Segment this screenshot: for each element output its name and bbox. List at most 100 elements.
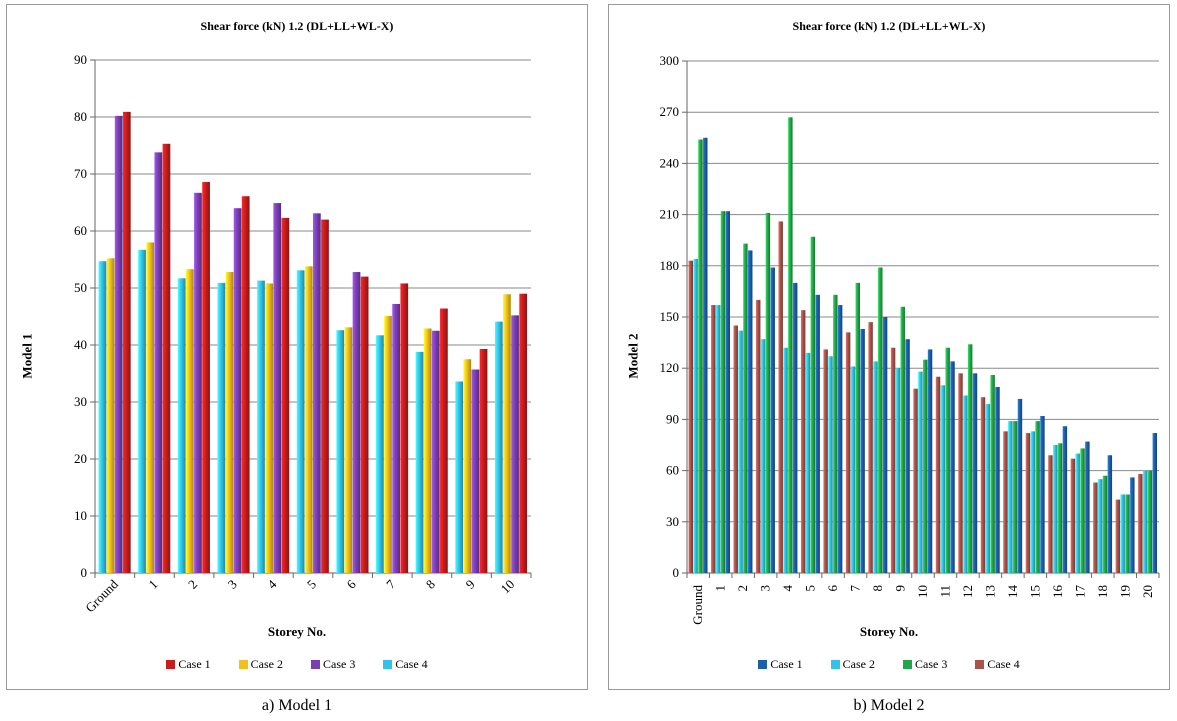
y-tick-label: 90 bbox=[666, 411, 679, 426]
bar-case-2 bbox=[265, 283, 273, 573]
bar-case-1 bbox=[1107, 455, 1113, 573]
bar-case-3 bbox=[233, 208, 242, 573]
x-tick-label: 10 bbox=[498, 577, 518, 597]
x-tick-label: 20 bbox=[1140, 585, 1155, 598]
bar-case-1 bbox=[882, 317, 888, 573]
x-tick-label: 7 bbox=[848, 585, 863, 592]
bar-case-3 bbox=[352, 272, 361, 573]
bar-case-3 bbox=[1035, 421, 1040, 573]
bar-case-1 bbox=[1130, 477, 1135, 573]
legend-item-case-3: Case 3 bbox=[903, 657, 947, 672]
bar-case-3 bbox=[313, 213, 321, 573]
legend-swatch bbox=[830, 660, 840, 669]
bar-case-2 bbox=[185, 269, 194, 573]
legend-item-case-2: Case 2 bbox=[830, 657, 875, 672]
bar-case-2 bbox=[760, 339, 766, 573]
y-tick-label: 90 bbox=[74, 52, 87, 67]
bar-case-2 bbox=[423, 328, 432, 573]
bar-case-1 bbox=[972, 373, 978, 573]
legend-item-case-2: Case 2 bbox=[238, 657, 283, 672]
legend-swatch bbox=[311, 660, 320, 669]
x-tick-label: 3 bbox=[758, 585, 773, 592]
bar-case-3 bbox=[194, 192, 202, 573]
bar-case-4 bbox=[1138, 474, 1143, 573]
y-tick-label: 40 bbox=[74, 337, 87, 352]
x-tick-label: 10 bbox=[915, 585, 930, 598]
bar-case-3 bbox=[765, 212, 771, 574]
bar-case-4 bbox=[913, 388, 918, 573]
y-tick-label: 0 bbox=[81, 565, 88, 580]
bar-case-2 bbox=[918, 371, 923, 573]
bar-case-3 bbox=[990, 375, 995, 573]
x-tick-label: 17 bbox=[1072, 585, 1087, 599]
bar-case-1 bbox=[950, 361, 955, 573]
x-tick-label: 1 bbox=[713, 585, 728, 592]
chart-panel-model-1: Shear force (kN) 1.2 (DL+LL+WL-X) 0 10 20 3… bbox=[6, 4, 588, 690]
bar-case-4 bbox=[935, 376, 941, 573]
y-tick-label: 210 bbox=[660, 207, 680, 222]
bar-case-4 bbox=[415, 351, 424, 573]
x-tick-label: 9 bbox=[893, 585, 908, 592]
y-tick-label: 150 bbox=[660, 309, 680, 324]
bar-case-1 bbox=[1062, 426, 1068, 573]
x-tick-label: 16 bbox=[1050, 585, 1065, 599]
bar-case-2 bbox=[783, 347, 788, 573]
bar-case-3 bbox=[967, 344, 973, 573]
bar-case-1 bbox=[927, 349, 933, 573]
bar-case-1 bbox=[360, 276, 369, 573]
legend-label: Case 1 bbox=[178, 657, 211, 671]
y-tick-label: 300 bbox=[660, 53, 680, 68]
bar-case-2 bbox=[1030, 431, 1035, 573]
y-tick-label: 120 bbox=[660, 360, 680, 375]
chart-title: Shear force (kN) 1.2 (DL+LL+WL-X) bbox=[200, 19, 394, 33]
bar-case-4 bbox=[711, 305, 716, 573]
bar-case-1 bbox=[122, 111, 131, 574]
bar-case-1 bbox=[479, 348, 488, 573]
x-tick-label: 19 bbox=[1117, 585, 1132, 598]
x-tick-label: 2 bbox=[735, 585, 750, 592]
bar-case-3 bbox=[900, 306, 905, 573]
bar-case-1 bbox=[1152, 433, 1158, 573]
bar-case-3 bbox=[511, 315, 519, 573]
legend-swatch bbox=[758, 660, 768, 669]
legend-label: Case 3 bbox=[915, 657, 948, 671]
bar-case-2 bbox=[693, 258, 698, 573]
bar-case-4 bbox=[980, 397, 986, 573]
bar-case-4 bbox=[1025, 433, 1031, 573]
x-tick-label: 7 bbox=[383, 576, 399, 592]
bar-case-1 bbox=[400, 283, 409, 573]
bar-case-4 bbox=[296, 270, 305, 573]
y-tick-label: 180 bbox=[660, 258, 680, 273]
bar-case-1 bbox=[1085, 441, 1090, 573]
bar-case-1 bbox=[1017, 398, 1023, 573]
bar-case-4 bbox=[733, 325, 738, 573]
bar-case-4 bbox=[868, 322, 873, 573]
legend: Case 1 Case 2 Case 3 Case 4 bbox=[609, 657, 1169, 672]
y-tick-label: 60 bbox=[74, 223, 87, 238]
legend-label: Case 4 bbox=[395, 657, 428, 671]
x-tick-label: 12 bbox=[960, 585, 975, 598]
bar-case-2 bbox=[1120, 494, 1125, 573]
y-tick-label: 30 bbox=[74, 394, 87, 409]
bar-case-1 bbox=[995, 386, 1000, 573]
chart-title: Shear force (kN) 1.2 (DL+LL+WL-X) bbox=[792, 19, 986, 33]
bar-case-3 bbox=[1125, 494, 1130, 573]
legend-item-case-4: Case 4 bbox=[975, 657, 1020, 672]
bar-case-4 bbox=[845, 332, 851, 573]
bar-case-3 bbox=[431, 330, 440, 573]
y-axis-label: Model 1 bbox=[19, 333, 35, 379]
bar-case-3 bbox=[114, 115, 123, 574]
bar-case-2 bbox=[1053, 445, 1058, 573]
bar-case-3 bbox=[392, 303, 400, 573]
legend-swatch bbox=[166, 660, 176, 669]
bar-case-4 bbox=[455, 381, 464, 573]
bar-case-1 bbox=[202, 181, 210, 574]
bar-case-4 bbox=[257, 280, 265, 573]
x-tick-label: 4 bbox=[264, 576, 280, 592]
x-tick-label: 2 bbox=[185, 577, 200, 592]
y-axis-label: Model 2 bbox=[625, 333, 641, 379]
bar-case-2 bbox=[828, 356, 833, 573]
bar-case-1 bbox=[162, 143, 171, 574]
x-tick-label: 6 bbox=[344, 576, 360, 592]
